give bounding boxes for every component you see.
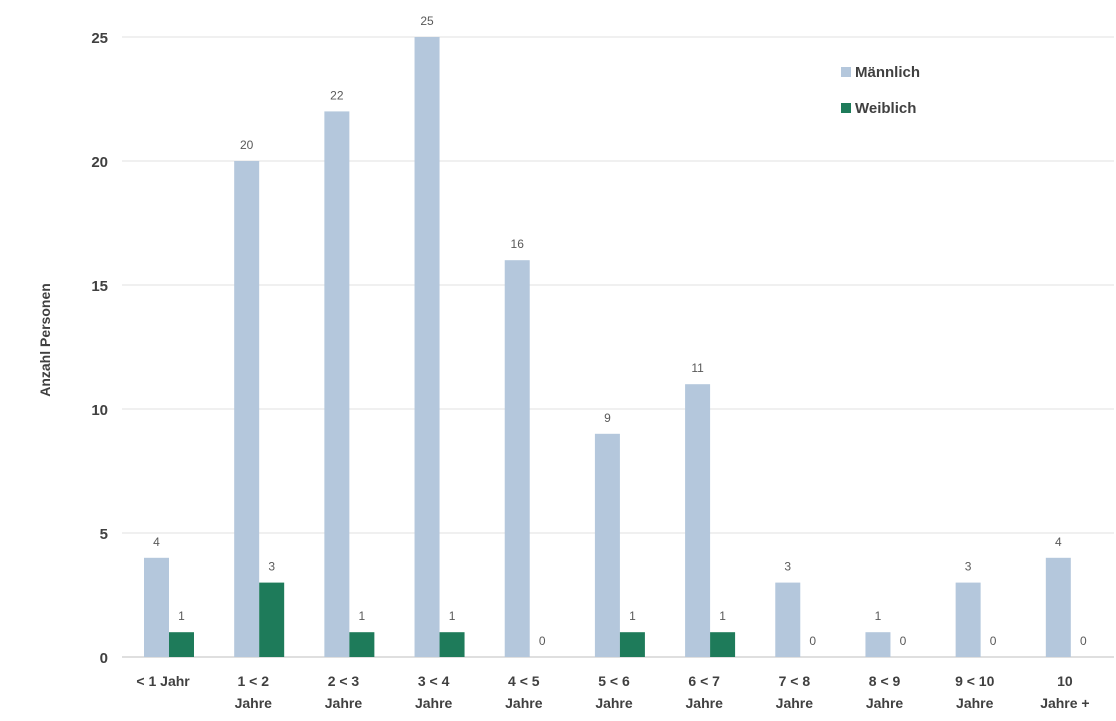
data-label: 0 — [900, 634, 907, 648]
y-tick-label: 5 — [100, 526, 108, 543]
x-tick-label: 6 < 7 — [688, 673, 720, 689]
legend-swatch-weiblich — [841, 103, 851, 113]
x-tick-label: 7 < 8 — [779, 673, 811, 689]
data-label: 16 — [511, 237, 525, 251]
bar-maennlich — [414, 37, 440, 657]
x-tick-label: Jahre — [956, 695, 994, 711]
data-label: 1 — [875, 609, 882, 623]
data-label: 20 — [240, 138, 254, 152]
legend-label: Weiblich — [855, 100, 916, 117]
data-label: 3 — [784, 560, 791, 574]
x-axis-ticks: < 1 Jahr 1 < 2 Jahre 2 < 3 Jahre 3 < 4 Jahre 4 … — [136, 673, 1089, 711]
data-label: 1 — [449, 609, 456, 623]
x-tick-label: < 1 Jahr — [136, 673, 190, 689]
bar-maennlich — [234, 161, 260, 657]
bar-maennlich — [865, 632, 891, 657]
x-tick-label: Jahre — [235, 695, 273, 711]
x-tick-label: 2 < 3 — [328, 673, 360, 689]
bar-maennlich — [504, 260, 530, 657]
bar-maennlich — [1045, 557, 1071, 657]
data-label: 1 — [178, 609, 185, 623]
y-tick-label: 25 — [91, 30, 108, 47]
data-label: 0 — [539, 634, 546, 648]
x-tick-label: Jahre — [686, 695, 724, 711]
data-label: 3 — [268, 560, 275, 574]
x-tick-label: Jahre — [776, 695, 814, 711]
x-tick-label: 9 < 10 — [955, 673, 995, 689]
y-axis-ticks: 0 5 10 15 20 25 — [91, 30, 108, 667]
x-tick-label: 4 < 5 — [508, 673, 540, 689]
bar-maennlich — [324, 111, 350, 657]
x-tick-label: Jahre — [866, 695, 904, 711]
legend-label: Männlich — [855, 64, 920, 81]
bar-weiblich — [439, 632, 465, 657]
data-label: 0 — [809, 634, 816, 648]
y-tick-label: 10 — [91, 402, 108, 419]
bar-weiblich — [169, 632, 194, 657]
x-tick-label: Jahre — [415, 695, 453, 711]
data-label: 1 — [719, 609, 726, 623]
bar-maennlich — [144, 557, 169, 657]
x-tick-label: 10 — [1057, 673, 1073, 689]
x-tick-label: 8 < 9 — [869, 673, 901, 689]
x-tick-label: Jahre — [325, 695, 363, 711]
x-tick-label: Jahre + — [1040, 695, 1089, 711]
data-label: 1 — [359, 609, 366, 623]
bar-maennlich — [594, 433, 620, 657]
bar-maennlich — [955, 582, 981, 657]
bar-maennlich — [685, 384, 711, 657]
legend-swatch-maennlich — [841, 67, 851, 77]
bar-weiblich — [259, 582, 285, 657]
y-tick-label: 20 — [91, 154, 108, 171]
y-tick-label: 15 — [91, 278, 108, 295]
bars-layer — [144, 37, 1071, 657]
data-label: 1 — [629, 609, 636, 623]
data-label: 22 — [330, 88, 344, 102]
data-label: 0 — [990, 634, 997, 648]
y-axis-label: Anzahl Personen — [37, 283, 53, 397]
data-label: 25 — [420, 14, 434, 28]
bar-maennlich — [775, 582, 801, 657]
x-tick-label: Jahre — [595, 695, 633, 711]
legend: Männlich Weiblich — [841, 64, 920, 117]
bar-weiblich — [349, 632, 375, 657]
data-label: 4 — [153, 535, 160, 549]
x-tick-label: 3 < 4 — [418, 673, 450, 689]
grid-layer — [122, 36, 1114, 658]
data-label: 4 — [1055, 535, 1062, 549]
data-label: 9 — [604, 411, 611, 425]
bar-weiblich — [619, 632, 645, 657]
data-label: 3 — [965, 560, 972, 574]
data-label: 0 — [1080, 634, 1087, 648]
bar-weiblich — [710, 632, 736, 657]
y-tick-label: 0 — [100, 650, 108, 667]
x-tick-label: Jahre — [505, 695, 543, 711]
x-tick-label: 5 < 6 — [598, 673, 630, 689]
x-tick-label: 1 < 2 — [238, 673, 270, 689]
data-label: 11 — [691, 361, 704, 375]
